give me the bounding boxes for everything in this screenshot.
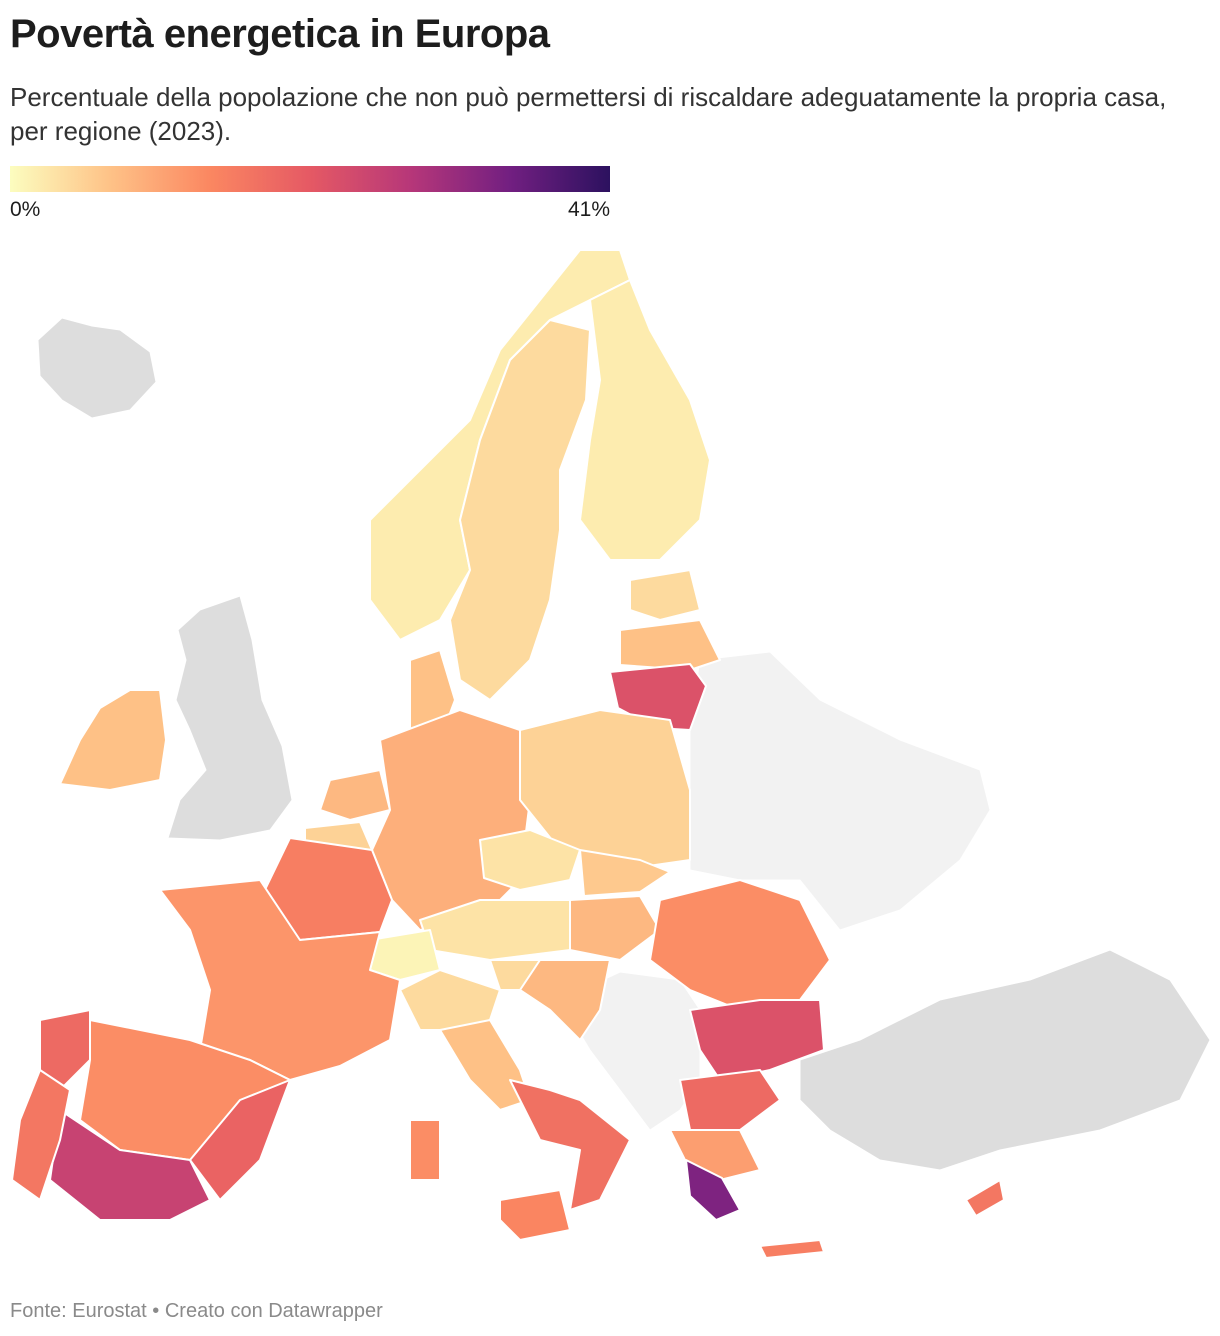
region-italia-sud[interactable] <box>509 1079 631 1211</box>
region-lituania[interactable] <box>609 663 707 731</box>
region-portogallo[interactable] <box>11 1069 71 1201</box>
region-bulgaria[interactable] <box>689 999 825 1081</box>
page-title: Povertà energetica in Europa <box>10 12 550 56</box>
europe-choropleth-map <box>11 249 1211 1259</box>
region-regno-unito[interactable] <box>167 595 293 841</box>
region-islanda[interactable] <box>37 317 157 419</box>
region-grecia-nord[interactable] <box>679 1069 781 1131</box>
region-croazia[interactable] <box>519 959 611 1041</box>
region-spagna-levante[interactable] <box>189 1079 291 1201</box>
region-sardegna[interactable] <box>409 1119 441 1181</box>
region-lettonia[interactable] <box>619 619 721 671</box>
region-turchia[interactable] <box>799 949 1211 1171</box>
region-polonia[interactable] <box>519 709 691 871</box>
region-italia-centro[interactable] <box>439 1019 531 1111</box>
region-grecia-centro[interactable] <box>669 1129 761 1181</box>
region-sicilia[interactable] <box>499 1189 571 1241</box>
region-estonia[interactable] <box>629 569 701 621</box>
region-norvegia[interactable] <box>369 249 631 641</box>
color-legend: 0% 41% <box>10 166 610 226</box>
region-cipro[interactable] <box>965 1179 1005 1217</box>
region-galizia[interactable] <box>39 1009 91 1091</box>
legend-gradient-bar <box>10 166 610 192</box>
region-cechia[interactable] <box>479 829 581 891</box>
legend-max-label: 41% <box>567 198 610 221</box>
region-germania[interactable] <box>371 709 531 931</box>
region-irlanda[interactable] <box>59 689 167 791</box>
region-slovacchia[interactable] <box>579 849 671 897</box>
region-svezia[interactable] <box>449 319 591 701</box>
source-note: Fonte: Eurostat • Creato con Datawrapper <box>10 1300 383 1322</box>
region-creta[interactable] <box>759 1239 825 1259</box>
region-paesi-bassi[interactable] <box>319 769 391 821</box>
region-spagna-sud[interactable] <box>49 1109 211 1221</box>
legend-min-label: 0% <box>10 198 41 221</box>
region-ungheria[interactable] <box>569 895 661 961</box>
page-subtitle: Percentuale della popolazione che non pu… <box>10 82 1167 146</box>
region-grecia-ovest[interactable] <box>685 1159 741 1221</box>
region-finlandia[interactable] <box>579 279 711 561</box>
region-francia[interactable] <box>159 879 401 1081</box>
